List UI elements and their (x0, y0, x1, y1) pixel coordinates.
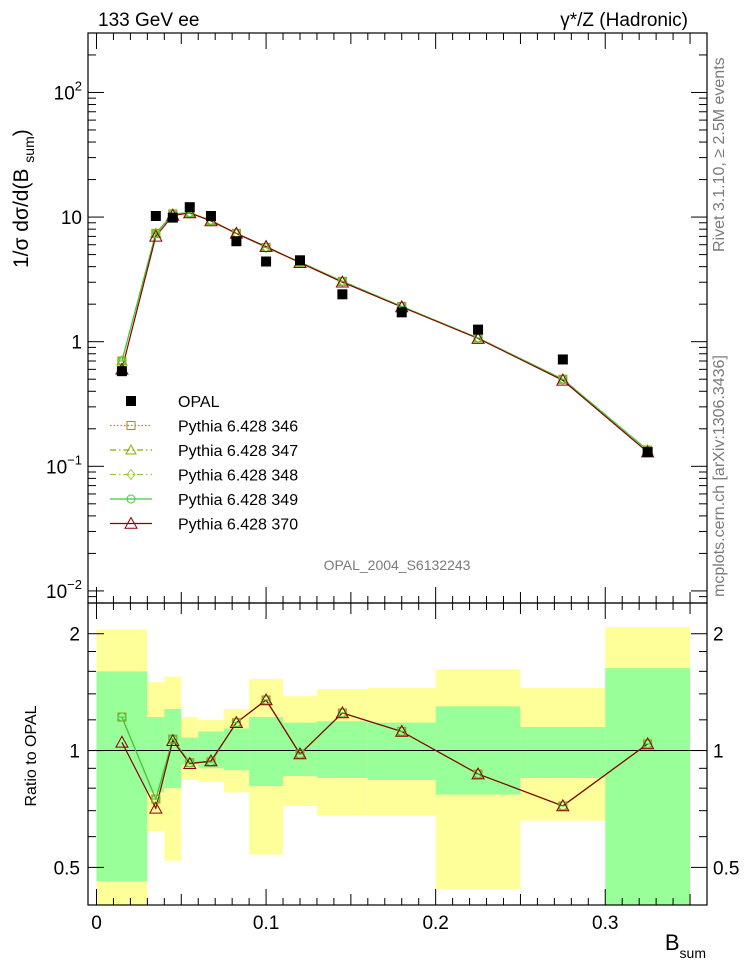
main-series-line-3 (121, 212, 648, 451)
main-series-2-point (117, 355, 127, 367)
mcplots-label: mcplots.cern.ch [arXiv:1306.3436] (711, 355, 728, 597)
main-ytick-label: 102 (54, 78, 82, 104)
uncertainty-band-green (520, 727, 606, 778)
uncertainty-band-green (223, 728, 250, 771)
ratio-xtick-label: 0.2 (422, 913, 448, 934)
opal-data-point (261, 256, 272, 267)
main-series-line-2 (121, 212, 648, 451)
main-ytick-base: 10 (46, 457, 67, 478)
ratio-series-2-point (259, 692, 273, 706)
ratio-ylabel: Ratio to OPAL (23, 705, 40, 806)
ratio-series-2-point (182, 756, 197, 770)
opal-data-point (116, 366, 127, 377)
main-series-2-point (558, 373, 568, 386)
ratio-series-2-point (204, 753, 218, 767)
main-ytick-base: 1 (71, 333, 82, 354)
legend-marker-0 (126, 421, 136, 430)
opal-data-point (294, 255, 305, 266)
legend-opal-marker (126, 396, 136, 406)
main-series-4-point (259, 239, 273, 252)
ratio-series-2-point (148, 801, 163, 814)
legend-marker-1 (125, 443, 137, 455)
uncertainty-band-green (605, 668, 691, 905)
legend-marker-4 (124, 516, 138, 529)
ratio-series-2-point (335, 705, 350, 719)
legend-opal-label: OPAL (178, 394, 220, 411)
opal-data-point (231, 236, 242, 247)
main-series-line-1 (121, 212, 648, 451)
energy-label: 133 GeV ee (98, 10, 199, 31)
main-ytick-label: 10−1 (46, 452, 82, 478)
ratio-series-2-point (555, 798, 570, 812)
legend-label-1: Pythia 6.428 347 (178, 443, 298, 460)
legend: OPAL Pythia 6.428 346 Pythia 6.428 347 Pyth… (110, 394, 298, 534)
main-series-2-point (151, 227, 161, 240)
ratio-ytick-label: 1 (69, 742, 80, 763)
main-ylabel-close: ) (10, 129, 33, 136)
main-ytick-label: 1 (71, 333, 82, 354)
opal-data-point (642, 447, 653, 458)
uncertainty-band-green (147, 717, 165, 793)
ratio-ytick-label-right: 1 (713, 742, 724, 763)
ratio-series-2-point (394, 724, 409, 737)
analysis-id-label: OPAL_2004_S6132243 (324, 557, 471, 573)
main-ylabel-text: 1/σ dσ/d(B (10, 169, 33, 268)
main-ytick-label: 10 (61, 208, 82, 229)
main-ytick-base: 10 (61, 208, 82, 229)
opal-data-point (167, 212, 178, 223)
process-label: γ*/Z (Hadronic) (560, 10, 688, 31)
main-ytick-exp: 2 (75, 78, 82, 93)
main-series-4-point (148, 229, 163, 242)
main-series-2-point (337, 275, 348, 288)
ratio-ytick-label: 2 (69, 625, 80, 646)
main-series-4-point (555, 373, 570, 386)
main-ytick-exp: −2 (67, 577, 82, 592)
uncertainty-band-green (283, 722, 317, 776)
ratio-ytick-label-right: 2 (713, 625, 724, 646)
opal-data-point (205, 211, 216, 222)
ratio-series-2-point (293, 746, 307, 760)
legend-label-4: Pythia 6.428 370 (178, 517, 298, 534)
ratio-series-2-point (229, 715, 244, 728)
uncertainty-band-green (181, 737, 199, 765)
ratio-series-2-point (115, 735, 129, 748)
main-series-4-point (471, 331, 485, 344)
ratio-series-2-point (471, 767, 485, 780)
main-ytick-base: 10 (46, 582, 67, 603)
uncertainty-band-green (316, 721, 368, 778)
legend-label-3: Pythia 6.428 349 (178, 492, 298, 509)
uncertainty-band-green (249, 717, 284, 787)
main-ytick-label: 10−2 (46, 577, 82, 603)
main-ylabel: 1/σ dσ/d(B sum) (10, 129, 37, 268)
ratio-xtick-label: 0.1 (253, 913, 279, 934)
ratio-series-2-point (640, 736, 655, 750)
ratio-xlabel: Bsum (665, 930, 706, 961)
ratio-xtick-label: 0 (91, 913, 102, 934)
main-ytick-exp: −1 (67, 452, 82, 467)
opal-data-point (150, 211, 161, 222)
uncertainty-band-green (367, 722, 436, 780)
opal-data-point (557, 354, 568, 365)
main-series-line-0 (121, 212, 648, 451)
main-series-4-point (335, 275, 350, 288)
ratio-frame (87, 602, 708, 906)
opal-data-point (396, 307, 407, 318)
main-series-4-point (182, 205, 197, 219)
main-ylabel-subscript: sum (21, 136, 37, 162)
ratio-ytick-label-right: 0.5 (713, 858, 739, 879)
main-ytick-base: 10 (54, 83, 75, 104)
opal-data-point (473, 324, 484, 335)
ratio-ytick-label: 0.5 (54, 858, 80, 879)
ratio-xtick-label: 0.3 (592, 913, 618, 934)
legend-label-0: Pythia 6.428 346 (178, 419, 298, 436)
legend-marker-2 (126, 468, 136, 481)
opal-data-point (337, 289, 348, 300)
ratio-series-2-point (165, 733, 180, 747)
opal-data-point (184, 202, 195, 213)
uncertainty-band-green (164, 708, 182, 789)
legend-label-2: Pythia 6.428 348 (178, 468, 298, 485)
main-series-line-4 (121, 212, 648, 453)
rivet-version-label: Rivet 3.1.10, ≥ 2.5M events (711, 57, 728, 252)
